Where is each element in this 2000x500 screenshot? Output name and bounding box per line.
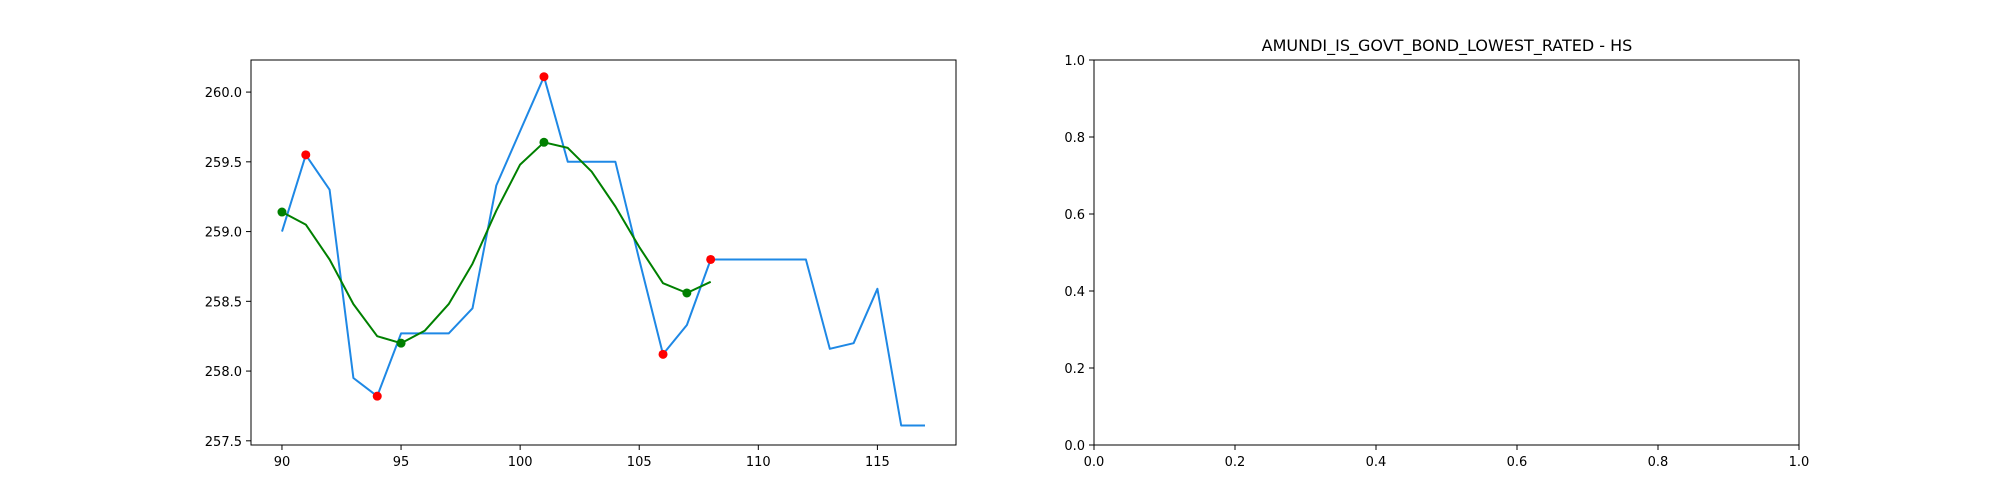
right-chart-title: AMUNDI_IS_GOVT_BOND_LOWEST_RATED - HS (1262, 36, 1633, 56)
left-price-chart: 90 95 100 105 110 115 257.5 258.0 258.5 259.0 259… (205, 59, 957, 470)
y-tick-label: 260.0 (205, 86, 242, 101)
series-1-line (281, 141, 712, 345)
y-tick-label: 0.2 (1064, 362, 1085, 377)
x-tick-label: 90 (274, 455, 291, 470)
left-chart-y-axis: 257.5 258.0 258.5 259.0 259.5 260.0 (205, 86, 251, 450)
series-3-point (682, 288, 692, 298)
series-2-point (301, 150, 311, 160)
y-tick-label: 258.0 (205, 365, 242, 380)
left-chart-marks (277, 72, 925, 427)
y-tick-label: 0.4 (1064, 285, 1085, 300)
x-tick-label: 1.0 (1789, 455, 1810, 470)
right-chart-x-axis: 0.0 0.2 0.4 0.6 0.8 1.0 (1084, 445, 1810, 470)
y-tick-label: 1.0 (1064, 54, 1085, 69)
right-chart-y-axis: 0.0 0.2 0.4 0.6 0.8 1.0 (1064, 54, 1094, 454)
x-tick-label: 0.0 (1084, 455, 1105, 470)
series-3-point (277, 207, 287, 217)
y-tick-label: 259.0 (205, 226, 242, 241)
series-2-point (539, 72, 549, 82)
y-tick-label: 257.5 (205, 435, 242, 450)
x-tick-label: 0.6 (1507, 455, 1528, 470)
right-chart-frame (1093, 59, 1800, 446)
series-2-point (706, 254, 716, 264)
right-empty-chart: AMUNDI_IS_GOVT_BOND_LOWEST_RATED - HS 0.… (1064, 36, 1809, 470)
series-0-line (281, 75, 925, 427)
x-tick-label: 0.2 (1225, 455, 1246, 470)
series-2-point (658, 349, 668, 359)
x-tick-label: 0.8 (1648, 455, 1669, 470)
y-tick-label: 0.6 (1064, 208, 1085, 223)
x-tick-label: 95 (393, 455, 410, 470)
y-tick-label: 259.5 (205, 156, 242, 171)
x-tick-label: 110 (746, 455, 771, 470)
x-tick-label: 115 (865, 455, 890, 470)
x-tick-label: 105 (627, 455, 652, 470)
series-2-point (372, 391, 382, 401)
series-3-point (396, 338, 406, 348)
y-tick-label: 0.8 (1064, 131, 1085, 146)
x-tick-label: 0.4 (1366, 455, 1387, 470)
left-chart-x-axis: 90 95 100 105 110 115 (274, 445, 890, 470)
y-tick-label: 258.5 (205, 295, 242, 310)
left-chart-frame (250, 59, 957, 446)
series-3-point (539, 137, 549, 147)
x-tick-label: 100 (508, 455, 533, 470)
y-tick-label: 0.0 (1064, 439, 1085, 454)
